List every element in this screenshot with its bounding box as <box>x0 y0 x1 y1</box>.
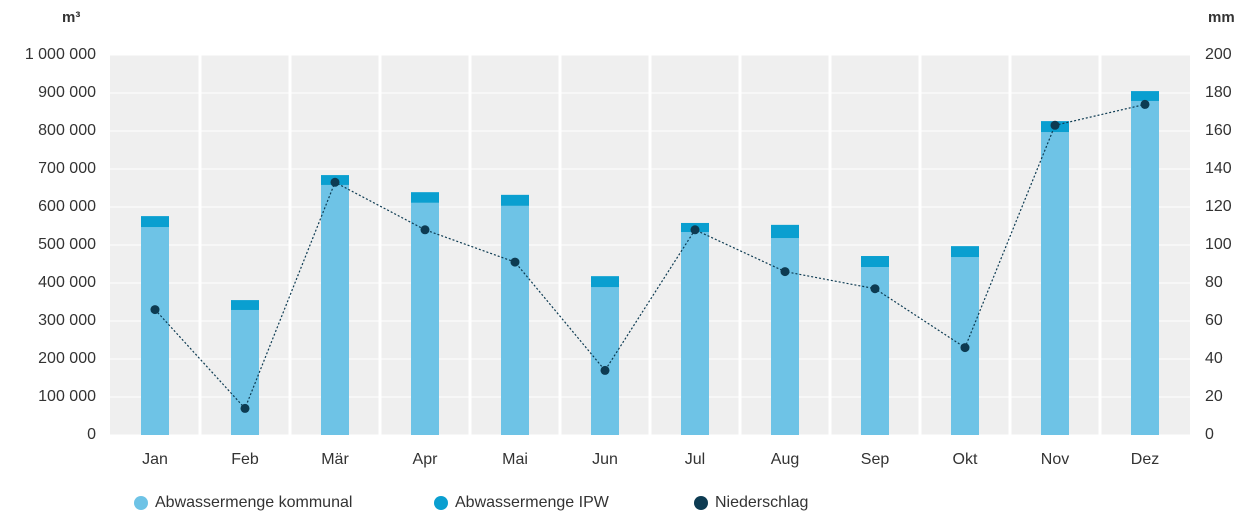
bar <box>1041 132 1069 435</box>
line <box>154 103 1146 410</box>
bar <box>1131 91 1159 101</box>
y-tick-label: 500 000 <box>38 236 96 253</box>
x-tick-label: Aug <box>771 451 799 468</box>
y-tick-label: 0 <box>87 426 96 443</box>
bar <box>141 227 169 435</box>
y2-tick-label: 180 <box>1205 84 1232 101</box>
line-point <box>330 177 340 187</box>
bar <box>861 256 889 268</box>
legend-marker <box>134 496 148 510</box>
x-tick-label: Mai <box>502 451 528 468</box>
y2-tick-label: 200 <box>1205 46 1232 63</box>
line-point <box>780 267 790 277</box>
bar <box>501 205 529 435</box>
legend-marker <box>434 496 448 510</box>
y2-axis-label: mm <box>1208 9 1235 26</box>
bar <box>591 287 619 435</box>
y-tick-label: 900 000 <box>38 84 96 101</box>
line-point <box>960 343 970 353</box>
x-tick-label: Okt <box>953 451 978 468</box>
line-point <box>510 257 520 267</box>
y-tick-label: 300 000 <box>38 312 96 329</box>
x-tick-label: Feb <box>231 451 259 468</box>
y-tick-label: 100 000 <box>38 388 96 405</box>
legend-label: Abwassermenge IPW <box>455 494 610 511</box>
bar <box>321 184 349 435</box>
bar <box>501 194 529 206</box>
y2-tick-label: 160 <box>1205 122 1232 139</box>
x-tick-label: Sep <box>861 451 890 468</box>
y-tick-label: 200 000 <box>38 350 96 367</box>
bar <box>231 309 259 435</box>
y2-tick-label: 140 <box>1205 160 1232 177</box>
x-tick-label: Apr <box>413 451 439 468</box>
y2-tick-label: 40 <box>1205 350 1223 367</box>
y2-tick-label: 20 <box>1205 388 1223 405</box>
bar <box>411 192 439 203</box>
bar <box>591 276 619 288</box>
line-point <box>420 225 430 235</box>
x-tick-label: Jan <box>142 451 168 468</box>
x-tick-label: Nov <box>1041 451 1069 468</box>
y-tick-label: 600 000 <box>38 198 96 215</box>
y-tick-label: 800 000 <box>38 122 96 139</box>
y-axis-label: m³ <box>62 9 80 26</box>
legend-label: Niederschlag <box>715 494 808 511</box>
legend-label: Abwassermenge kommunal <box>155 494 352 511</box>
y-tick-label: 1 000 000 <box>25 46 96 63</box>
line-point <box>1140 99 1150 109</box>
legend-marker <box>694 496 708 510</box>
x-tick-label: Dez <box>1131 451 1159 468</box>
bar <box>1131 100 1159 435</box>
bar <box>681 232 709 435</box>
y2-tick-label: 120 <box>1205 198 1232 215</box>
bar <box>411 202 439 435</box>
x-tick-label: Jun <box>592 451 618 468</box>
line-point <box>600 365 610 375</box>
y2-tick-label: 80 <box>1205 274 1223 291</box>
y2-tick-label: 60 <box>1205 312 1223 329</box>
line-point <box>150 305 160 315</box>
line-point <box>870 284 880 294</box>
y-tick-label: 700 000 <box>38 160 96 177</box>
bar <box>771 224 799 239</box>
y-tick-label: 400 000 <box>38 274 96 291</box>
y2-tick-label: 0 <box>1205 426 1214 443</box>
x-tick-label: Jul <box>685 451 705 468</box>
bar <box>141 216 169 228</box>
bar <box>951 246 979 258</box>
bar <box>231 300 259 310</box>
line-point <box>240 403 250 413</box>
line-point <box>1050 120 1060 130</box>
y2-tick-label: 100 <box>1205 236 1232 253</box>
line-point <box>690 225 700 235</box>
x-tick-label: Mär <box>321 451 349 468</box>
